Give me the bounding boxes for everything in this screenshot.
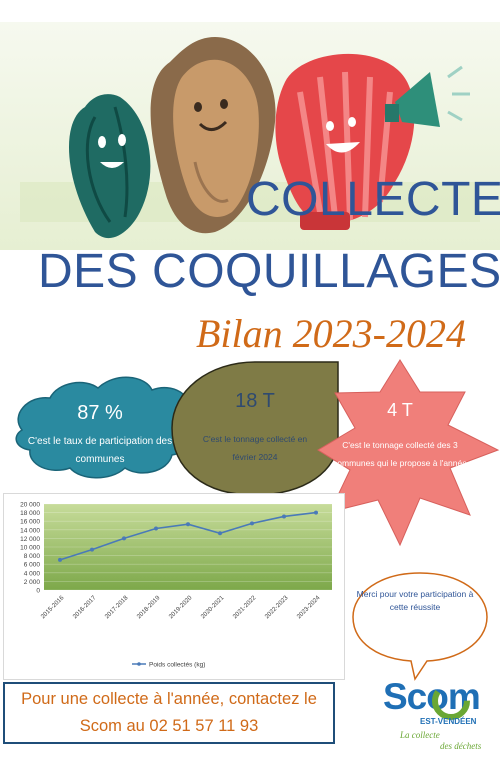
y-tick-label: 0 <box>36 588 40 595</box>
stat-february-value: 18 T <box>235 390 275 412</box>
x-tick-label: 2020-2021 <box>200 594 226 620</box>
stat-february: 18 T C'est le tonnage collecté en févrie… <box>190 390 320 465</box>
y-tick-label: 6 000 <box>24 562 41 569</box>
title-line-2: DES COQUILLAGES <box>38 245 500 298</box>
stat-year-round-caption: C'est le tonnage collecté des 3 communes… <box>333 440 467 468</box>
star-shape <box>317 359 500 547</box>
oyster-icon <box>150 37 276 234</box>
y-tick-label: 10 000 <box>20 545 40 552</box>
legend-label: Poids collectés (kg) <box>149 662 205 669</box>
y-tick-label: 14 000 <box>20 527 40 534</box>
data-point <box>58 557 62 562</box>
y-tick-label: 4 000 <box>24 570 41 577</box>
y-tick-label: 12 000 <box>20 536 40 543</box>
x-tick-label: 2017-2018 <box>104 594 130 620</box>
x-tick-label: 2018-2019 <box>136 594 162 620</box>
y-tick-label: 2 000 <box>24 579 41 586</box>
y-tick-label: 18 000 <box>20 510 40 517</box>
contact-line-2: Scom au 02 51 57 11 93 <box>79 717 259 735</box>
y-tick-label: 8 000 <box>24 553 41 560</box>
x-tick-label: 2016-2017 <box>72 594 98 620</box>
thanks-message: Merci pour votre participation à cette r… <box>356 589 474 612</box>
data-point <box>186 522 190 527</box>
data-point <box>250 521 254 526</box>
contact-box: Pour une collecte à l'année, contactez l… <box>3 682 335 744</box>
megaphone-icon <box>385 65 470 127</box>
hero-illustration <box>0 22 500 250</box>
logo-subtitle: EST-VENDÉEN <box>420 717 477 726</box>
x-tick-label: 2019-2020 <box>168 594 194 620</box>
logo-ring-icon <box>432 682 470 720</box>
stat-year-round: 4 T C'est le tonnage collecté des 3 comm… <box>330 400 470 471</box>
data-point <box>90 547 94 552</box>
subtitle: Bilan 2023-2024 <box>196 311 466 356</box>
y-tick-label: 16 000 <box>20 519 40 526</box>
data-point <box>122 536 126 541</box>
legend-marker <box>137 662 141 666</box>
data-point <box>154 526 158 531</box>
contact-line-1: Pour une collecte à l'année, contactez l… <box>21 690 317 708</box>
teardrop-shape <box>171 361 339 496</box>
stat-participation: 87 % C'est le taux de participation des … <box>10 402 190 467</box>
stat-year-round-value: 4 T <box>387 400 413 420</box>
data-point <box>282 514 286 519</box>
stat-participation-value: 87 % <box>77 402 123 424</box>
mussel-icon <box>68 94 151 239</box>
stat-participation-caption: C'est le taux de participation des commu… <box>27 436 173 465</box>
logo-tagline-1: La collecte <box>400 730 440 740</box>
logo-tagline-2: des déchets <box>440 741 482 751</box>
x-tick-label: 2022-2023 <box>264 594 290 620</box>
x-tick-label: 2015-2016 <box>40 594 66 620</box>
speech-bubble <box>352 572 488 681</box>
scallop-icon <box>275 53 415 230</box>
x-tick-label: 2021-2022 <box>232 594 258 620</box>
data-point <box>314 510 318 515</box>
x-tick-label: 2023-2024 <box>296 594 322 620</box>
stat-shapes <box>15 359 500 547</box>
data-point <box>218 531 222 536</box>
y-tick-label: 20 000 <box>20 502 40 509</box>
title-line-1: COLLECTE <box>246 173 500 226</box>
stat-february-caption: C'est le tonnage collecté en février 202… <box>202 434 308 462</box>
